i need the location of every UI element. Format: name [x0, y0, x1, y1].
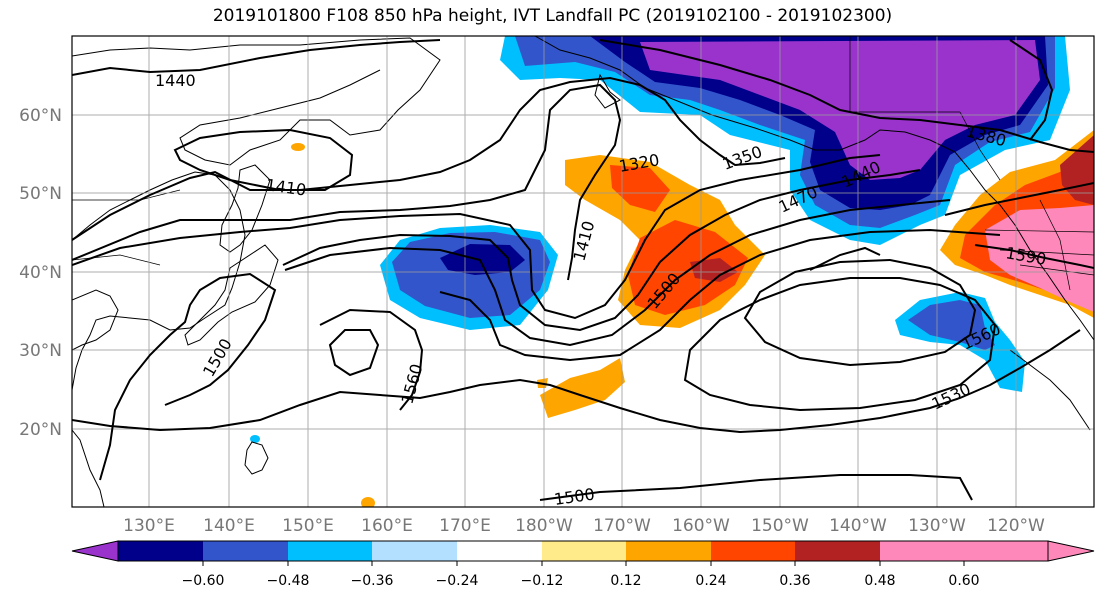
- colorbar-segment: [203, 541, 288, 561]
- colorbar-segment: [542, 541, 626, 561]
- lat-label: 50°N: [19, 184, 62, 204]
- lat-label: 60°N: [19, 106, 62, 126]
- colorbar-segment: [711, 541, 795, 561]
- colorbar-tick-label: −0.36: [351, 573, 394, 589]
- lon-label: 150°E: [282, 516, 334, 536]
- colorbar-ticks: [202, 561, 965, 566]
- contour-label: 1440: [155, 71, 196, 90]
- colorbar-segment: [880, 541, 964, 561]
- latitude-labels: 60°N 50°N 40°N 30°N 20°N: [19, 106, 62, 440]
- colorbar-tick-label: 0.48: [864, 573, 895, 589]
- colorbar-tick-label: −0.48: [267, 573, 310, 589]
- ivt-shading: [250, 36, 1094, 507]
- colorbar-tick-label: 0.36: [779, 573, 810, 589]
- colorbar: −0.60 −0.48 −0.36 −0.24 −0.12 0.12 0.24 …: [71, 540, 1095, 589]
- colorbar-tick-label: 0.12: [610, 573, 641, 589]
- colorbar-segment: [372, 541, 457, 561]
- lon-label: 140°E: [203, 516, 255, 536]
- colorbar-tick-label: 0.24: [695, 573, 726, 589]
- lon-label: 130°W: [908, 516, 966, 536]
- colorbar-tick-label: −0.12: [521, 573, 564, 589]
- lon-label: 120°W: [987, 516, 1045, 536]
- colorbar-tick-label: −0.24: [436, 573, 479, 589]
- lon-label: 160°W: [672, 516, 730, 536]
- map-frame: [71, 35, 1095, 508]
- lon-label: 150°W: [751, 516, 809, 536]
- lon-label: 170°W: [593, 516, 651, 536]
- coastlines: [72, 36, 1094, 507]
- lon-label: 140°W: [829, 516, 887, 536]
- colorbar-arrow-right: [964, 541, 1094, 561]
- colorbar-segment: [795, 541, 880, 561]
- lon-label: 130°E: [123, 516, 175, 536]
- lon-label: 180°W: [515, 516, 573, 536]
- lat-label: 20°N: [19, 420, 62, 440]
- colorbar-segment: [457, 541, 542, 561]
- height-contours: [72, 39, 1094, 501]
- colorbar-tick-label: 0.60: [948, 573, 979, 589]
- lon-label: 160°E: [361, 516, 413, 536]
- colorbar-frame: [117, 540, 1049, 562]
- colorbar-tick-label: −0.60: [182, 573, 225, 589]
- lat-label: 40°N: [19, 263, 62, 283]
- longitude-labels: 130°E 140°E 150°E 160°E 170°E 180°W 170°…: [123, 516, 1045, 536]
- figure-title: 2019101800 F108 850 hPa height, IVT Land…: [212, 6, 893, 26]
- colorbar-segment: [626, 541, 711, 561]
- lat-label: 30°N: [19, 341, 62, 361]
- colorbar-arrow-left: [71, 540, 119, 562]
- gridlines: [72, 36, 1094, 507]
- colorbar-segment: [288, 541, 372, 561]
- colorbar-segment: [118, 541, 203, 561]
- lon-label: 170°E: [439, 516, 491, 536]
